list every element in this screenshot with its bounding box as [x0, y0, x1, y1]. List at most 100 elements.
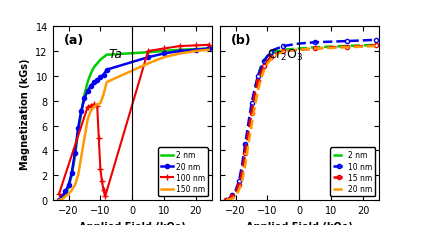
15 nm — [258, 72, 264, 74]
20 nm — [360, 46, 365, 49]
100 nm — [193, 45, 198, 47]
150 nm — [63, 195, 68, 198]
2 nm — [227, 198, 232, 200]
10 nm — [224, 199, 229, 202]
20 nm — [262, 69, 267, 72]
2 nm — [79, 112, 84, 115]
15 nm — [313, 48, 318, 51]
2 nm — [236, 184, 241, 187]
20 nm — [66, 184, 71, 187]
20 nm — [233, 195, 238, 197]
2 nm — [75, 131, 80, 133]
2 nm — [249, 110, 254, 112]
2 nm — [297, 48, 302, 51]
20 nm — [98, 76, 103, 79]
10 nm — [281, 45, 286, 48]
10 nm — [360, 40, 365, 43]
15 nm — [329, 47, 334, 50]
2 nm — [360, 45, 365, 47]
2 nm — [242, 152, 248, 155]
150 nm — [79, 156, 84, 158]
2 nm — [262, 59, 267, 62]
15 nm — [240, 172, 245, 174]
10 nm — [230, 194, 235, 197]
15 nm — [360, 45, 365, 48]
100 nm — [177, 45, 182, 48]
100 nm — [99, 180, 104, 183]
150 nm — [66, 193, 71, 195]
2 nm — [281, 49, 286, 52]
10 nm — [329, 41, 334, 44]
20 nm — [246, 143, 251, 146]
10 nm — [262, 60, 267, 63]
2 nm — [240, 172, 245, 174]
150 nm — [69, 189, 74, 192]
20 nm — [146, 57, 151, 59]
2 nm — [82, 94, 87, 96]
150 nm — [101, 94, 106, 96]
2 nm — [88, 73, 93, 75]
2 nm — [101, 57, 106, 59]
Line: 20 nm: 20 nm — [226, 47, 376, 200]
20 nm — [240, 180, 245, 183]
150 nm — [104, 81, 109, 84]
150 nm — [75, 174, 80, 177]
2 nm — [72, 156, 77, 158]
Text: Ta: Ta — [108, 48, 123, 61]
2 nm — [252, 90, 257, 93]
15 nm — [236, 184, 241, 187]
15 nm — [252, 94, 257, 96]
20 nm — [95, 79, 100, 82]
Legend: 2 nm, 20 nm, 100 nm, 150 nm: 2 nm, 20 nm, 100 nm, 150 nm — [158, 148, 208, 196]
Text: (b): (b) — [231, 34, 251, 47]
15 nm — [230, 195, 235, 198]
2 nm — [91, 67, 96, 69]
150 nm — [82, 137, 87, 140]
15 nm — [281, 50, 286, 53]
15 nm — [262, 65, 267, 68]
20 nm — [85, 90, 90, 93]
10 nm — [258, 67, 264, 69]
Line: 100 nm: 100 nm — [56, 42, 212, 200]
100 nm — [101, 189, 106, 192]
2 nm — [256, 75, 261, 78]
10 nm — [236, 180, 241, 183]
20 nm — [60, 195, 65, 198]
20 nm — [177, 50, 182, 53]
15 nm — [373, 45, 378, 47]
2 nm — [206, 48, 211, 51]
20 nm — [69, 172, 74, 174]
10 nm — [246, 122, 251, 125]
2 nm — [98, 59, 103, 62]
20 nm — [281, 50, 286, 53]
20 nm — [193, 49, 198, 52]
2 nm — [162, 50, 167, 53]
20 nm — [75, 127, 80, 130]
100 nm — [96, 137, 101, 140]
20 nm — [265, 63, 270, 65]
100 nm — [98, 168, 103, 171]
X-axis label: Applied Field (kOe): Applied Field (kOe) — [246, 220, 353, 225]
150 nm — [177, 53, 182, 56]
15 nm — [246, 131, 251, 133]
2 nm — [271, 52, 276, 54]
15 nm — [256, 80, 261, 83]
2 nm — [56, 199, 61, 202]
15 nm — [271, 54, 276, 57]
15 nm — [297, 49, 302, 52]
Line: 2 nm: 2 nm — [226, 45, 376, 200]
15 nm — [265, 60, 270, 63]
20 nm — [101, 74, 106, 76]
100 nm — [88, 105, 93, 108]
20 nm — [104, 69, 109, 72]
20 nm — [88, 85, 93, 88]
150 nm — [91, 106, 96, 109]
10 nm — [242, 143, 248, 146]
10 nm — [240, 164, 245, 167]
150 nm — [85, 118, 90, 121]
10 nm — [268, 52, 273, 54]
2 nm — [313, 47, 318, 50]
2 nm — [104, 54, 109, 57]
2 nm — [246, 131, 251, 133]
20 nm — [230, 197, 235, 200]
